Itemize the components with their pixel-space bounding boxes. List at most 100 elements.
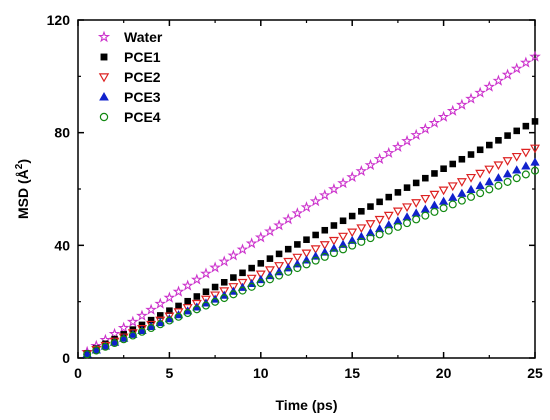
data-point <box>236 243 249 255</box>
data-point <box>501 68 514 80</box>
data-point <box>175 302 182 310</box>
legend-item-water: Water <box>97 29 163 45</box>
data-point <box>117 321 130 333</box>
data-point <box>531 118 539 125</box>
data-point <box>382 146 395 159</box>
y-axis-title-unit: Å <box>15 169 31 179</box>
data-point <box>101 342 110 351</box>
data-point <box>493 173 504 182</box>
legend-marker <box>100 53 108 61</box>
data-point <box>347 228 358 238</box>
legend-label: PCE3 <box>124 89 161 105</box>
data-point <box>510 62 523 74</box>
data-point <box>155 317 165 327</box>
data-point <box>228 283 239 292</box>
data-point <box>530 157 540 166</box>
data-point <box>339 245 348 254</box>
data-point <box>264 225 276 237</box>
data-point <box>412 215 421 224</box>
data-point <box>512 165 522 174</box>
data-point <box>392 207 403 217</box>
data-point <box>219 287 230 297</box>
data-point <box>83 350 92 359</box>
data-point <box>392 140 404 153</box>
data-point <box>284 267 293 276</box>
data-point <box>358 208 365 215</box>
data-point <box>449 160 457 168</box>
data-point <box>412 179 420 187</box>
y-axis-title: MSD (Å2) <box>14 159 31 219</box>
data-point <box>384 220 394 229</box>
data-point <box>502 157 513 166</box>
data-point <box>100 341 111 350</box>
y-tick-label: 80 <box>54 125 70 141</box>
data-point <box>126 315 139 327</box>
data-point <box>338 239 348 248</box>
data-point <box>245 237 258 249</box>
data-point <box>447 182 458 192</box>
data-point <box>229 290 238 299</box>
data-point <box>320 252 329 261</box>
data-point <box>394 189 402 196</box>
data-point <box>483 80 496 92</box>
series-pce3 <box>82 157 540 358</box>
data-point <box>484 165 495 175</box>
data-point <box>403 184 411 191</box>
data-point <box>440 165 447 172</box>
data-series <box>81 50 541 359</box>
data-point <box>457 196 466 205</box>
data-point <box>520 148 531 158</box>
data-point <box>474 86 487 98</box>
data-point <box>411 199 422 208</box>
data-point <box>448 192 458 201</box>
data-point <box>366 234 375 243</box>
x-tick-label: 20 <box>436 365 452 381</box>
data-point <box>128 331 137 340</box>
data-point <box>476 189 485 198</box>
data-point <box>338 232 349 242</box>
data-point <box>393 222 402 231</box>
data-point <box>476 146 484 154</box>
data-point <box>431 170 438 177</box>
x-tick-label: 10 <box>253 365 269 381</box>
data-point <box>437 110 450 122</box>
series-pce4 <box>83 166 540 359</box>
data-point <box>301 249 312 259</box>
data-point <box>439 204 448 213</box>
data-point <box>521 170 530 179</box>
data-point <box>402 212 412 221</box>
data-point <box>346 170 359 183</box>
data-point <box>456 98 468 110</box>
data-point <box>119 335 128 344</box>
data-point <box>282 213 295 225</box>
data-point <box>92 346 101 355</box>
x-axis-title: Time (ps) <box>276 397 338 413</box>
legend-marker <box>97 30 111 43</box>
data-point <box>420 204 430 213</box>
data-point <box>257 260 265 267</box>
data-point <box>254 231 267 243</box>
data-point <box>430 207 439 216</box>
data-point <box>218 255 231 267</box>
x-tick-label: 0 <box>74 365 82 381</box>
data-point <box>300 201 313 213</box>
data-point <box>321 226 329 234</box>
data-point <box>264 266 275 276</box>
data-point <box>493 161 504 171</box>
data-point <box>302 260 311 269</box>
data-point <box>247 282 256 291</box>
data-point <box>246 274 257 284</box>
data-point <box>190 273 203 285</box>
y-axis-title-superscript: 2 <box>14 163 25 169</box>
data-point <box>173 308 184 318</box>
data-point <box>486 141 493 149</box>
data-point <box>273 219 285 231</box>
data-point <box>375 230 384 239</box>
data-point <box>348 212 356 220</box>
data-point <box>211 297 220 306</box>
data-point <box>164 314 175 323</box>
data-point <box>530 166 540 175</box>
data-point <box>265 275 274 284</box>
data-point <box>202 288 210 296</box>
data-point <box>183 309 192 318</box>
